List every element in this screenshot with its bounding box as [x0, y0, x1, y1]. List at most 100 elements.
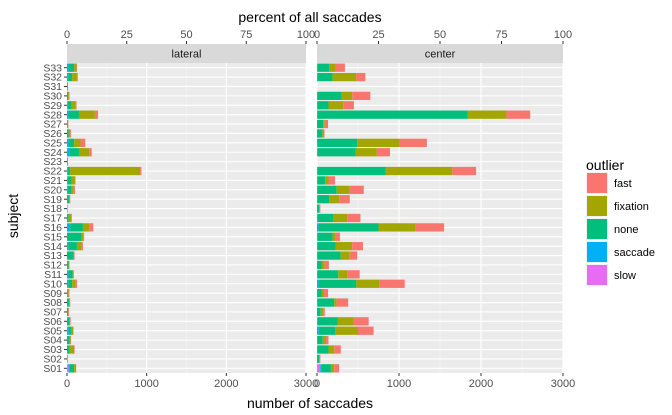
bar-S21-fixation — [325, 176, 329, 185]
bar-S06-saccade — [67, 317, 68, 326]
bar-S29-fast — [343, 101, 354, 110]
bar-S32-none — [68, 72, 73, 82]
bar-S27-fast — [324, 119, 329, 129]
bar-S25-fixation — [74, 138, 81, 147]
top-tick-label: 50 — [434, 29, 446, 41]
bar-S15-fast — [335, 232, 340, 241]
bar-S02-none — [67, 354, 68, 364]
bar-S03-none — [317, 345, 329, 354]
bar-S16-none — [70, 223, 83, 232]
bar-S08-none — [317, 298, 335, 307]
bar-S19-none — [317, 195, 330, 204]
bar-S28-saccade — [317, 110, 318, 119]
bar-S20-none — [67, 185, 72, 194]
bar-S24-none — [69, 148, 79, 157]
top-tick-label: 25 — [121, 29, 133, 41]
bar-S13-none — [317, 251, 341, 260]
bar-S01-slow — [67, 364, 69, 373]
bar-S03-saccade — [67, 345, 68, 354]
bar-S23-fixation — [67, 157, 68, 166]
bar-S26-fixation — [322, 129, 324, 138]
bar-S05-slow — [67, 326, 68, 335]
bar-S22-fixation — [70, 166, 141, 176]
legend-label-fixation: fixation — [614, 201, 649, 213]
bar-S19-none — [67, 195, 69, 204]
bar-S29-saccade — [317, 101, 318, 110]
bar-S08-fast — [336, 298, 349, 307]
x-tick-label: 3000 — [551, 378, 575, 390]
bar-S20-fast — [348, 185, 364, 194]
bar-S03-fast — [74, 345, 75, 354]
bar-S13-saccade — [67, 251, 68, 260]
bar-S13-fixation — [72, 251, 75, 260]
bar-S24-fixation — [78, 148, 90, 157]
bar-S19-fixation — [329, 195, 340, 204]
bar-S25-saccade — [317, 138, 318, 147]
strip-center — [317, 44, 563, 63]
top-tick-label: 75 — [240, 29, 252, 41]
bar-S26-saccade — [67, 129, 68, 138]
bar-S09-fixation — [321, 289, 324, 298]
bar-S12-fast — [324, 260, 329, 270]
bar-S10-saccade — [67, 279, 69, 288]
bar-S18-none — [67, 204, 68, 213]
bar-S17-fast — [70, 213, 72, 223]
bar-S33-saccade — [67, 63, 69, 72]
bar-S06-saccade — [317, 317, 318, 326]
bar-S01-saccade — [68, 364, 70, 373]
bar-S09-fast — [323, 289, 329, 298]
bar-S03-fixation — [69, 345, 75, 354]
bar-S27-fixation — [67, 119, 69, 129]
bar-S13-fast — [74, 251, 75, 260]
bar-S25-none — [317, 138, 358, 147]
bar-S18-saccade — [317, 204, 318, 213]
bar-S09-saccade — [317, 289, 318, 298]
y-tick-label: S14 — [43, 241, 62, 253]
y-tick-label: S19 — [43, 194, 62, 206]
y-tick-label: S32 — [43, 72, 62, 84]
bar-S28-none — [68, 110, 79, 119]
bar-S13-saccade — [317, 251, 318, 260]
y-tick-label: S11 — [44, 269, 62, 281]
panel-center: center 0 1000 2000 3000 0 25 50 75 100 — [314, 29, 575, 390]
bar-S25-fixation — [357, 138, 400, 147]
bar-S08-saccade — [67, 298, 68, 307]
bar-S14-saccade — [317, 242, 318, 251]
bar-S30-fast — [352, 91, 371, 101]
y-tick-label: S07 — [43, 307, 62, 319]
bar-S04-fixation — [322, 335, 327, 345]
bar-S16-fixation — [82, 223, 90, 232]
bar-S15-saccade — [67, 232, 68, 241]
bar-S32-saccade — [67, 72, 69, 82]
legend: outlier fast fixation none saccade slow — [586, 157, 655, 286]
bar-S25-saccade — [67, 138, 69, 147]
bar-S10-none — [68, 279, 73, 288]
bar-S24-none — [317, 148, 356, 157]
bar-S06-fast — [353, 317, 369, 326]
bar-S28-fixation — [78, 110, 95, 119]
bar-S11-fast — [347, 270, 360, 279]
bar-S16-fixation — [378, 223, 416, 232]
bar-S17-none — [317, 213, 334, 223]
y-tick-label: S08 — [43, 297, 62, 309]
bar-S24-fast — [89, 148, 92, 157]
legend-label-saccade: saccade — [614, 247, 655, 259]
bar-S21-fast — [328, 176, 336, 185]
bar-S20-fixation — [336, 185, 349, 194]
bar-S20-fixation — [71, 185, 74, 194]
bar-S17-fixation — [333, 213, 348, 223]
y-tick-label: S28 — [43, 109, 62, 121]
bar-S22-none — [317, 166, 386, 176]
bar-S13-none — [67, 251, 73, 260]
y-tick-label: S23 — [43, 156, 62, 168]
bar-S25-fast — [80, 138, 86, 147]
secondary-axis-title: percent of all saccades — [238, 9, 381, 25]
bar-S31-none — [67, 82, 68, 91]
bar-S12-saccade — [317, 260, 318, 270]
bar-S19-fast — [339, 195, 350, 204]
bar-S08-fast — [69, 298, 71, 307]
legend-label-none: none — [614, 224, 638, 236]
bar-S09-none — [317, 289, 322, 298]
bar-S33-none — [68, 63, 75, 72]
